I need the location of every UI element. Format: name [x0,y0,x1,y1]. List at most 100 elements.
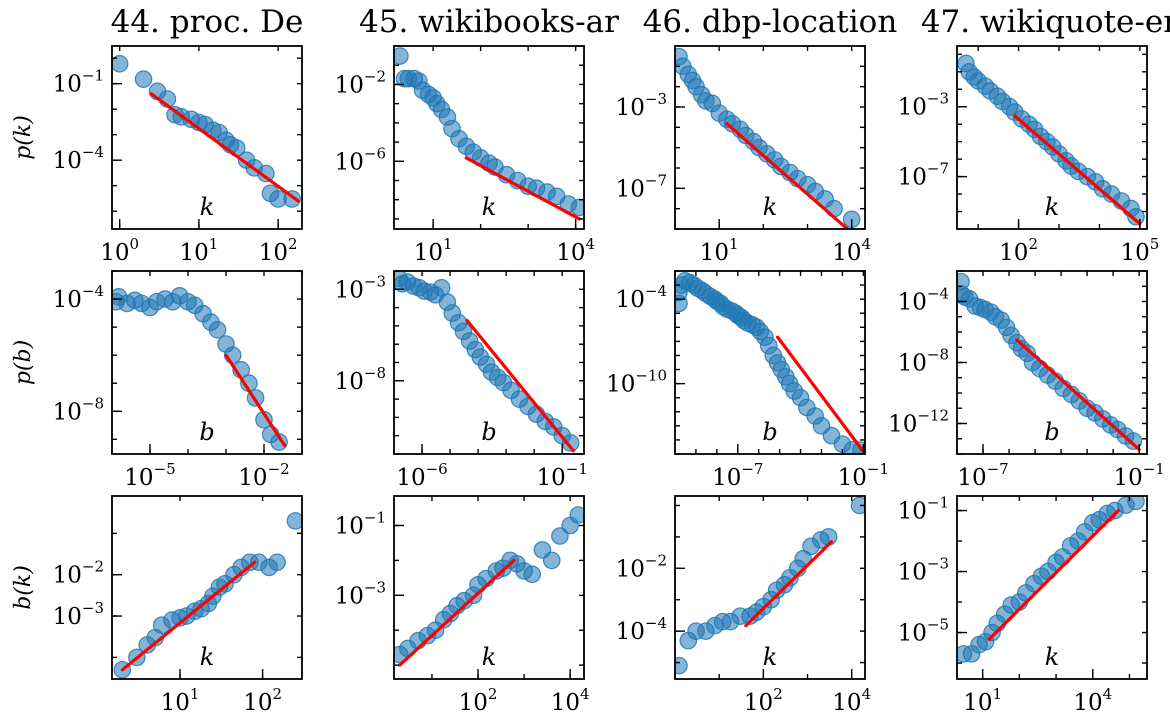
points [394,271,580,452]
data-point [112,55,129,73]
x-tick-label: 101 [963,685,1002,716]
panel-8: 10−7 10−1 10−4 10−8 10−12 b [888,270,1165,491]
fit-line [398,558,516,667]
axis-inner-label: k [200,193,215,221]
axes-frame [393,495,585,680]
x-tick-label: 104 [551,685,590,716]
fit-line [1013,114,1142,226]
y-tick-label: 10−3 [898,90,949,121]
x-tick-label: 10−1 [838,460,889,491]
x-tick-label: 104 [556,235,595,266]
data-point [543,551,561,570]
fit-line [149,92,300,203]
x-tick-label: 10−5 [124,460,175,491]
panel-5: 10−5 10−2 10−4 10−8 b p(b) [11,270,303,491]
fit-line [464,156,581,221]
points [675,272,865,454]
panel-7: 10−7 10−1 10−4 10−10 b [606,270,889,491]
y-tick-label: 10−4 [53,282,104,313]
data-point [675,656,688,675]
axes-frame [956,45,1148,230]
y-tick-label: 10−5 [898,616,949,647]
y-tick-label: 10−7 [616,171,667,202]
panel-title: 47. wikiquote-en [921,4,1170,40]
axis-inner-label: b [199,418,214,446]
data-point [208,321,227,339]
panel-6: 10−6 10−1 10−3 10−8 b [335,270,588,491]
axis-inner-label: k [1045,643,1060,671]
x-tick-label: 10−2 [238,460,289,491]
panel-4: 102 105 10−3 10−7 k 47. wikiquote-en [898,4,1170,266]
y-tick-label: 10−4 [616,282,667,313]
fit-line [465,318,575,453]
y-tick-label: 10−3 [616,90,667,121]
data-point [394,47,409,65]
axis-inner-label: k [763,193,778,221]
data-point [286,512,302,530]
fit-line [776,335,865,454]
y-tick-label: 10−8 [53,394,104,425]
y-tick-label: 10−8 [898,346,949,377]
panel-3: 101 104 10−3 10−7 k 46. dbp-location [616,4,898,266]
panel-1: 100 101 102 10−1 10−4 k 44. proc. De p(k) [11,4,303,266]
points [112,287,288,451]
y-tick-label: 10−3 [335,578,386,609]
panel-12: 101 104 10−1 10−3 10−5 k [898,494,1148,716]
y-tick-label: 10−4 [898,285,949,316]
fit-line [987,508,1121,641]
panel-10: 102 104 10−1 10−3 k [335,495,590,716]
x-tick-label: 101 [414,235,453,266]
axes-frame [393,45,585,230]
panel-title: 46. dbp-location [643,4,898,40]
x-tick-label: 102 [459,685,498,716]
x-tick-label: 10−1 [1113,460,1164,491]
y-tick-label: 10−3 [335,272,386,303]
x-tick-label: 104 [832,685,871,716]
fit-line [224,353,287,448]
axis-inner-label: k [1045,193,1060,221]
axis-inner-label: k [482,643,497,671]
axes-frame [111,270,303,455]
x-tick-label: 102 [744,685,783,716]
panel-title: 45. wikibooks-ar [359,4,619,40]
axis-inner-label: b [1044,418,1059,446]
y-tick-label: 10−8 [335,364,386,395]
y-tick-label: 10−10 [606,367,667,398]
data-point [850,496,865,515]
axis-inner-label: k [763,643,778,671]
panel-11: 102 104 10−2 10−4 k [616,495,871,716]
axes-frame [674,45,866,230]
y-axis-label: p(k) [11,115,36,160]
axes-frame [674,495,866,680]
y-tick-label: 10−3 [898,555,949,586]
data-point [570,198,584,217]
y-tick-label: 10−7 [898,160,949,191]
x-tick-label: 102 [243,685,282,716]
axis-inner-label: b [481,418,496,446]
axis-inner-label: k [482,193,497,221]
fit-line [744,540,834,628]
fit-line [725,122,850,229]
y-tick-label: 10−3 [53,599,104,630]
x-tick-label: 101 [161,685,200,716]
y-tick-label: 10−2 [616,551,667,582]
y-tick-label: 10−2 [53,558,104,589]
x-tick-label: 101 [179,235,218,266]
axes-frame [111,45,303,230]
fit-line [120,560,257,672]
data-point [1127,496,1145,511]
data-point [794,550,813,568]
points [112,55,301,208]
y-tick-label: 10−1 [335,508,386,539]
y-tick-label: 10−4 [616,614,667,645]
y-tick-label: 10−1 [898,494,949,525]
x-tick-label: 105 [1120,235,1159,266]
data-point [1124,432,1143,450]
points [394,47,584,217]
y-tick-label: 10−2 [335,67,386,98]
axes-frame [674,270,866,455]
data-point [551,527,569,545]
y-tick-label: 10−12 [888,407,949,438]
data-point [268,553,286,572]
y-tick-label: 10−6 [335,144,386,175]
